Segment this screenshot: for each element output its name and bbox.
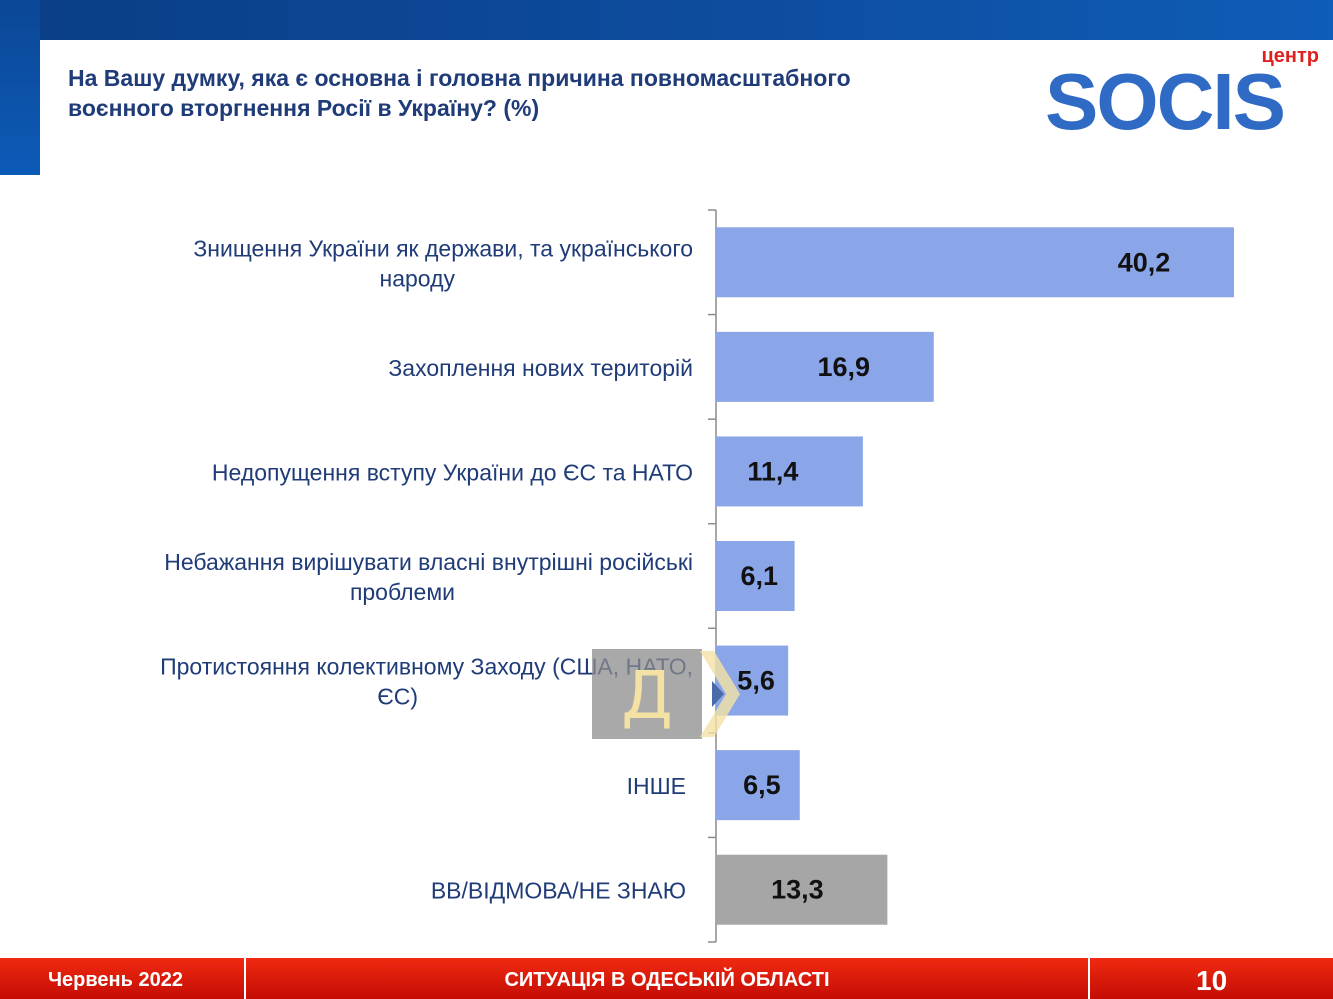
bar-value-label: 6,1 [741, 561, 779, 591]
category-label-line: Знищення України як держави, та українсь… [193, 235, 693, 261]
watermark-badge: Д [592, 649, 702, 739]
watermark-chevron-icon [700, 651, 740, 737]
bar-value-label: 16,9 [817, 352, 870, 382]
category-label-line: Недопущення вступу України до ЄС та НАТО [212, 459, 693, 485]
category-label-line: народу [380, 265, 456, 291]
footer-bar: Червень 2022 СИТУАЦІЯ В ОДЕСЬКІЙ ОБЛАСТІ… [0, 958, 1333, 999]
footer-divider [244, 958, 246, 999]
bar [716, 227, 1234, 298]
bar [716, 854, 888, 925]
bar-value-label: 11,4 [747, 456, 798, 486]
header-band [0, 0, 1333, 40]
chart-title-line-1: На Вашу думку, яка є основна і головна п… [68, 65, 851, 91]
bar-value-label: 6,5 [743, 770, 781, 800]
chart-title: На Вашу думку, яка є основна і головна п… [68, 63, 1008, 123]
category-label: Захоплення нових територій [388, 355, 693, 381]
bar [716, 436, 863, 507]
category-label: Знищення України як держави, та українсь… [193, 235, 693, 291]
socis-logo: центр SOCIS [1045, 45, 1325, 146]
footer-date: Червень 2022 [48, 969, 183, 991]
chart-title-line-2: воєнного вторгнення Росії в Україну? (%) [68, 95, 540, 121]
logo-caption: центр [1261, 45, 1319, 67]
category-label-line: ІНШЕ [627, 773, 686, 799]
category-label: ІНШЕ [627, 773, 686, 799]
category-label: Небажання вирішувати власні внутрішні ро… [164, 549, 693, 605]
category-label-line: проблеми [350, 579, 455, 605]
bar [716, 750, 800, 821]
category-label-line: Захоплення нових територій [388, 355, 693, 381]
bar-value-label: 13,3 [771, 875, 824, 905]
logo-wordmark: SOCIS [1045, 57, 1286, 146]
bar-chart: 40,2 Знищення України як держави, та укра… [160, 209, 1234, 943]
footer-title: СИТУАЦІЯ В ОДЕСЬКІЙ ОБЛАСТІ [504, 969, 830, 991]
header-accent-block [0, 0, 40, 175]
category-label: ВВ/ВІДМОВА/НЕ ЗНАЮ [431, 878, 686, 904]
bar [716, 331, 934, 402]
bar [716, 541, 795, 611]
category-label-line: ЄС) [377, 684, 418, 710]
page-number: 10 [1196, 965, 1228, 996]
bar-value-label: 5,6 [737, 666, 775, 696]
footer-divider [1088, 958, 1090, 999]
category-label: Недопущення вступу України до ЄС та НАТО [212, 459, 693, 485]
watermark-letter: Д [621, 657, 673, 734]
category-label-line: ВВ/ВІДМОВА/НЕ ЗНАЮ [431, 878, 686, 904]
category-label-line: Небажання вирішувати власні внутрішні ро… [164, 549, 693, 575]
bar-value-label: 40,2 [1118, 247, 1171, 277]
